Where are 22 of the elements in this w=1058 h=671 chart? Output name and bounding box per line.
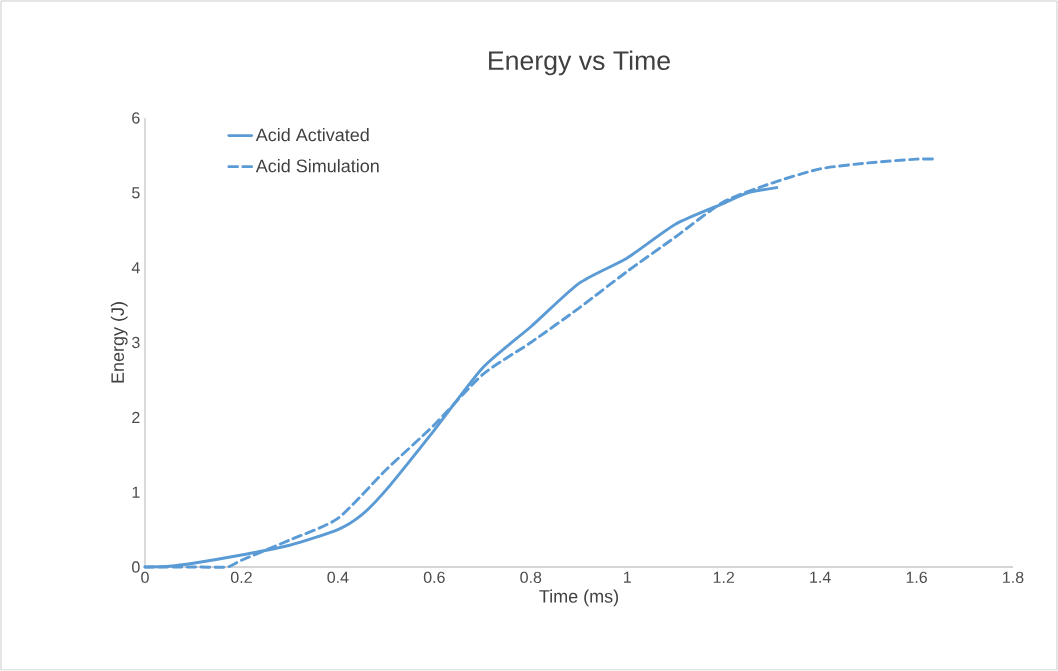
- x-tick-label: 1.2: [713, 571, 734, 583]
- x-axis-title: Time (ms): [539, 589, 619, 607]
- chart-title: Energy vs Time: [489, 50, 670, 76]
- x-tick-label: 0: [141, 571, 149, 584]
- y-tick-label: 2: [132, 411, 140, 423]
- legend-label: Acid Activated: [255, 128, 369, 142]
- y-tick-label: 4: [131, 262, 140, 274]
- x-tick-label: 1: [623, 571, 631, 583]
- y-tick-label: 5: [132, 187, 140, 199]
- x-tick-label: 1.4: [810, 571, 831, 583]
- x-tick-label: 0.8: [520, 571, 542, 584]
- legend-label: Acid Simulation: [255, 159, 379, 173]
- x-tick-label: 0.4: [327, 571, 349, 584]
- y-tick-label: 1: [132, 486, 140, 498]
- y-tick-label: 6: [132, 112, 140, 124]
- x-tick-label: 1.8: [1003, 571, 1024, 584]
- y-tick-label: 3: [132, 336, 140, 349]
- x-tick-label: 0.6: [423, 571, 445, 584]
- y-axis-title: Energy (J): [110, 302, 128, 383]
- y-tick-label: 0: [132, 561, 140, 573]
- x-tick-label: 1.6: [906, 571, 927, 584]
- x-tick-label: 0.2: [230, 571, 252, 584]
